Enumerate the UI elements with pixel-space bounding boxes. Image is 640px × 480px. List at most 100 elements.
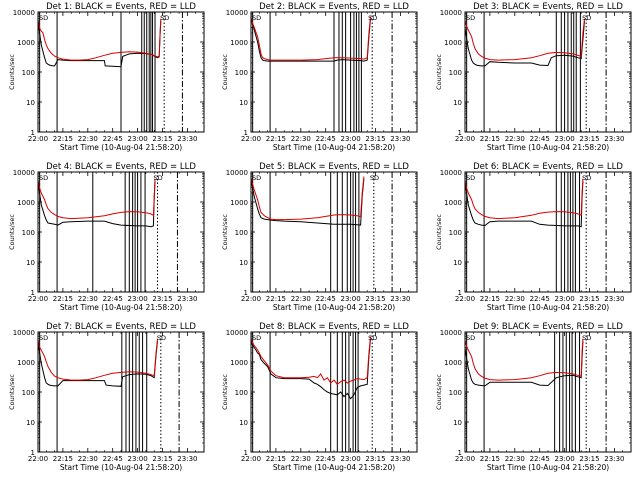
y-tick-label: 1000 bbox=[230, 39, 248, 47]
x-axis-label: Start Time (10-Aug-04 21:58:20) bbox=[60, 463, 182, 472]
y-tick-label: 10000 bbox=[226, 169, 248, 177]
x-tick-label: 23:30 bbox=[390, 455, 410, 463]
x-axis-label: Start Time (10-Aug-04 21:58:20) bbox=[273, 303, 395, 312]
series-line-events bbox=[37, 340, 158, 387]
y-tick-label: 100 bbox=[449, 69, 462, 77]
x-tick-label: 22:00 bbox=[28, 455, 48, 463]
x-tick-label: 22:45 bbox=[316, 455, 336, 463]
corner-label-left: SD bbox=[39, 14, 48, 22]
y-axis-label: Counts/sec bbox=[435, 214, 443, 250]
y-tick-label: 1000 bbox=[444, 39, 462, 47]
y-tick-label: 1 bbox=[31, 289, 35, 297]
corner-label-left: SD bbox=[252, 14, 261, 22]
y-tick-label: 100 bbox=[235, 389, 248, 397]
series-line-events bbox=[250, 178, 365, 226]
corner-label-right: SD bbox=[582, 14, 591, 22]
x-tick-label: 22:30 bbox=[78, 135, 98, 143]
y-tick-label: 10 bbox=[26, 259, 35, 267]
plot-frame bbox=[464, 11, 632, 133]
y-tick-label: 10000 bbox=[13, 9, 35, 17]
series-line-events bbox=[464, 180, 584, 228]
x-tick-label: 22:00 bbox=[241, 135, 261, 143]
y-tick-label: 1000 bbox=[17, 199, 35, 207]
y-tick-label: 1 bbox=[458, 449, 462, 457]
x-tick-label: 23:15 bbox=[152, 295, 172, 303]
x-tick-label: 23:00 bbox=[555, 455, 575, 463]
y-tick-label: 10000 bbox=[440, 9, 462, 17]
y-tick-label: 10000 bbox=[440, 169, 462, 177]
y-tick-label: 1 bbox=[458, 129, 462, 137]
series-line-events bbox=[464, 20, 585, 67]
x-tick-label: 23:30 bbox=[604, 295, 624, 303]
series-line-events bbox=[250, 338, 371, 400]
corner-label-right: SD bbox=[368, 334, 377, 342]
panel-title: Det 2: BLACK = Events, RED = LLD bbox=[259, 2, 409, 12]
y-axis-label: Counts/sec bbox=[221, 374, 229, 410]
y-axis-label: Counts/sec bbox=[221, 214, 229, 250]
plot-frame bbox=[250, 171, 418, 293]
corner-label-right: SD bbox=[368, 14, 377, 22]
y-tick-label: 10000 bbox=[226, 329, 248, 337]
series-line-lld bbox=[464, 338, 584, 381]
detector-panel-8: Det 8: BLACK = Events, RED = LLD 1 10 100 10… bbox=[221, 322, 418, 472]
x-tick-label: 22:45 bbox=[530, 135, 550, 143]
x-tick-label: 22:30 bbox=[78, 295, 98, 303]
y-tick-label: 10 bbox=[239, 259, 248, 267]
x-tick-label: 22:45 bbox=[316, 135, 336, 143]
x-tick-label: 22:15 bbox=[53, 135, 73, 143]
corner-label-left: SD bbox=[466, 14, 475, 22]
detector-panel-4: Det 4: BLACK = Events, RED = LLD 1 10 100 10… bbox=[8, 162, 205, 312]
y-tick-label: 1000 bbox=[230, 199, 248, 207]
x-tick-label: 22:15 bbox=[266, 135, 286, 143]
x-tick-label: 22:00 bbox=[241, 455, 261, 463]
series-line-events bbox=[37, 180, 156, 228]
plot-frame bbox=[250, 11, 418, 133]
panel-title: Det 8: BLACK = Events, RED = LLD bbox=[259, 322, 409, 332]
x-tick-label: 22:00 bbox=[28, 295, 48, 303]
plot-frame bbox=[37, 171, 205, 293]
x-tick-label: 22:00 bbox=[241, 295, 261, 303]
corner-label-right: SD bbox=[370, 174, 379, 182]
corner-label-left: SD bbox=[252, 334, 261, 342]
x-tick-label: 23:30 bbox=[177, 135, 197, 143]
y-tick-label: 10000 bbox=[226, 9, 248, 17]
y-tick-label: 10 bbox=[453, 99, 462, 107]
series-line-events bbox=[464, 340, 584, 387]
x-tick-label: 22:15 bbox=[480, 295, 500, 303]
x-axis-label: Start Time (10-Aug-04 21:58:20) bbox=[60, 143, 182, 152]
corner-label-right: SD bbox=[582, 174, 591, 182]
corner-label-left: SD bbox=[39, 334, 48, 342]
detector-panel-1: Det 1: BLACK = Events, RED = LLD 1 10 100 10… bbox=[8, 2, 205, 152]
y-tick-label: 1 bbox=[458, 289, 462, 297]
x-tick-label: 23:00 bbox=[555, 135, 575, 143]
y-axis-label: Counts/sec bbox=[435, 374, 443, 410]
y-tick-label: 1 bbox=[244, 449, 248, 457]
series-line-lld bbox=[464, 178, 584, 220]
y-tick-label: 1000 bbox=[17, 359, 35, 367]
plot-frame bbox=[37, 11, 205, 133]
x-tick-label: 23:30 bbox=[390, 295, 410, 303]
y-tick-label: 100 bbox=[22, 229, 35, 237]
detector-panel-5: Det 5: BLACK = Events, RED = LLD 1 10 100 10… bbox=[221, 162, 418, 312]
corner-label-left: SD bbox=[39, 174, 48, 182]
y-tick-label: 1 bbox=[244, 129, 248, 137]
x-axis-label: Start Time (10-Aug-04 21:58:20) bbox=[487, 463, 609, 472]
x-tick-label: 22:30 bbox=[505, 135, 525, 143]
y-tick-label: 1 bbox=[31, 129, 35, 137]
panel-title: Det 9: BLACK = Events, RED = LLD bbox=[473, 322, 623, 332]
y-tick-label: 1000 bbox=[17, 39, 35, 47]
x-tick-label: 23:30 bbox=[604, 135, 624, 143]
y-tick-label: 100 bbox=[22, 69, 35, 77]
panel-title: Det 3: BLACK = Events, RED = LLD bbox=[473, 2, 623, 12]
corner-label-left: SD bbox=[466, 174, 475, 182]
plot-frame bbox=[464, 331, 632, 453]
series-line-lld bbox=[37, 338, 158, 381]
x-tick-label: 22:00 bbox=[455, 295, 475, 303]
series-line-lld bbox=[250, 176, 365, 221]
panel-title: Det 5: BLACK = Events, RED = LLD bbox=[259, 162, 409, 172]
x-tick-label: 23:30 bbox=[604, 455, 624, 463]
x-tick-label: 23:15 bbox=[579, 455, 599, 463]
y-tick-label: 100 bbox=[235, 69, 248, 77]
x-tick-label: 23:00 bbox=[341, 455, 361, 463]
